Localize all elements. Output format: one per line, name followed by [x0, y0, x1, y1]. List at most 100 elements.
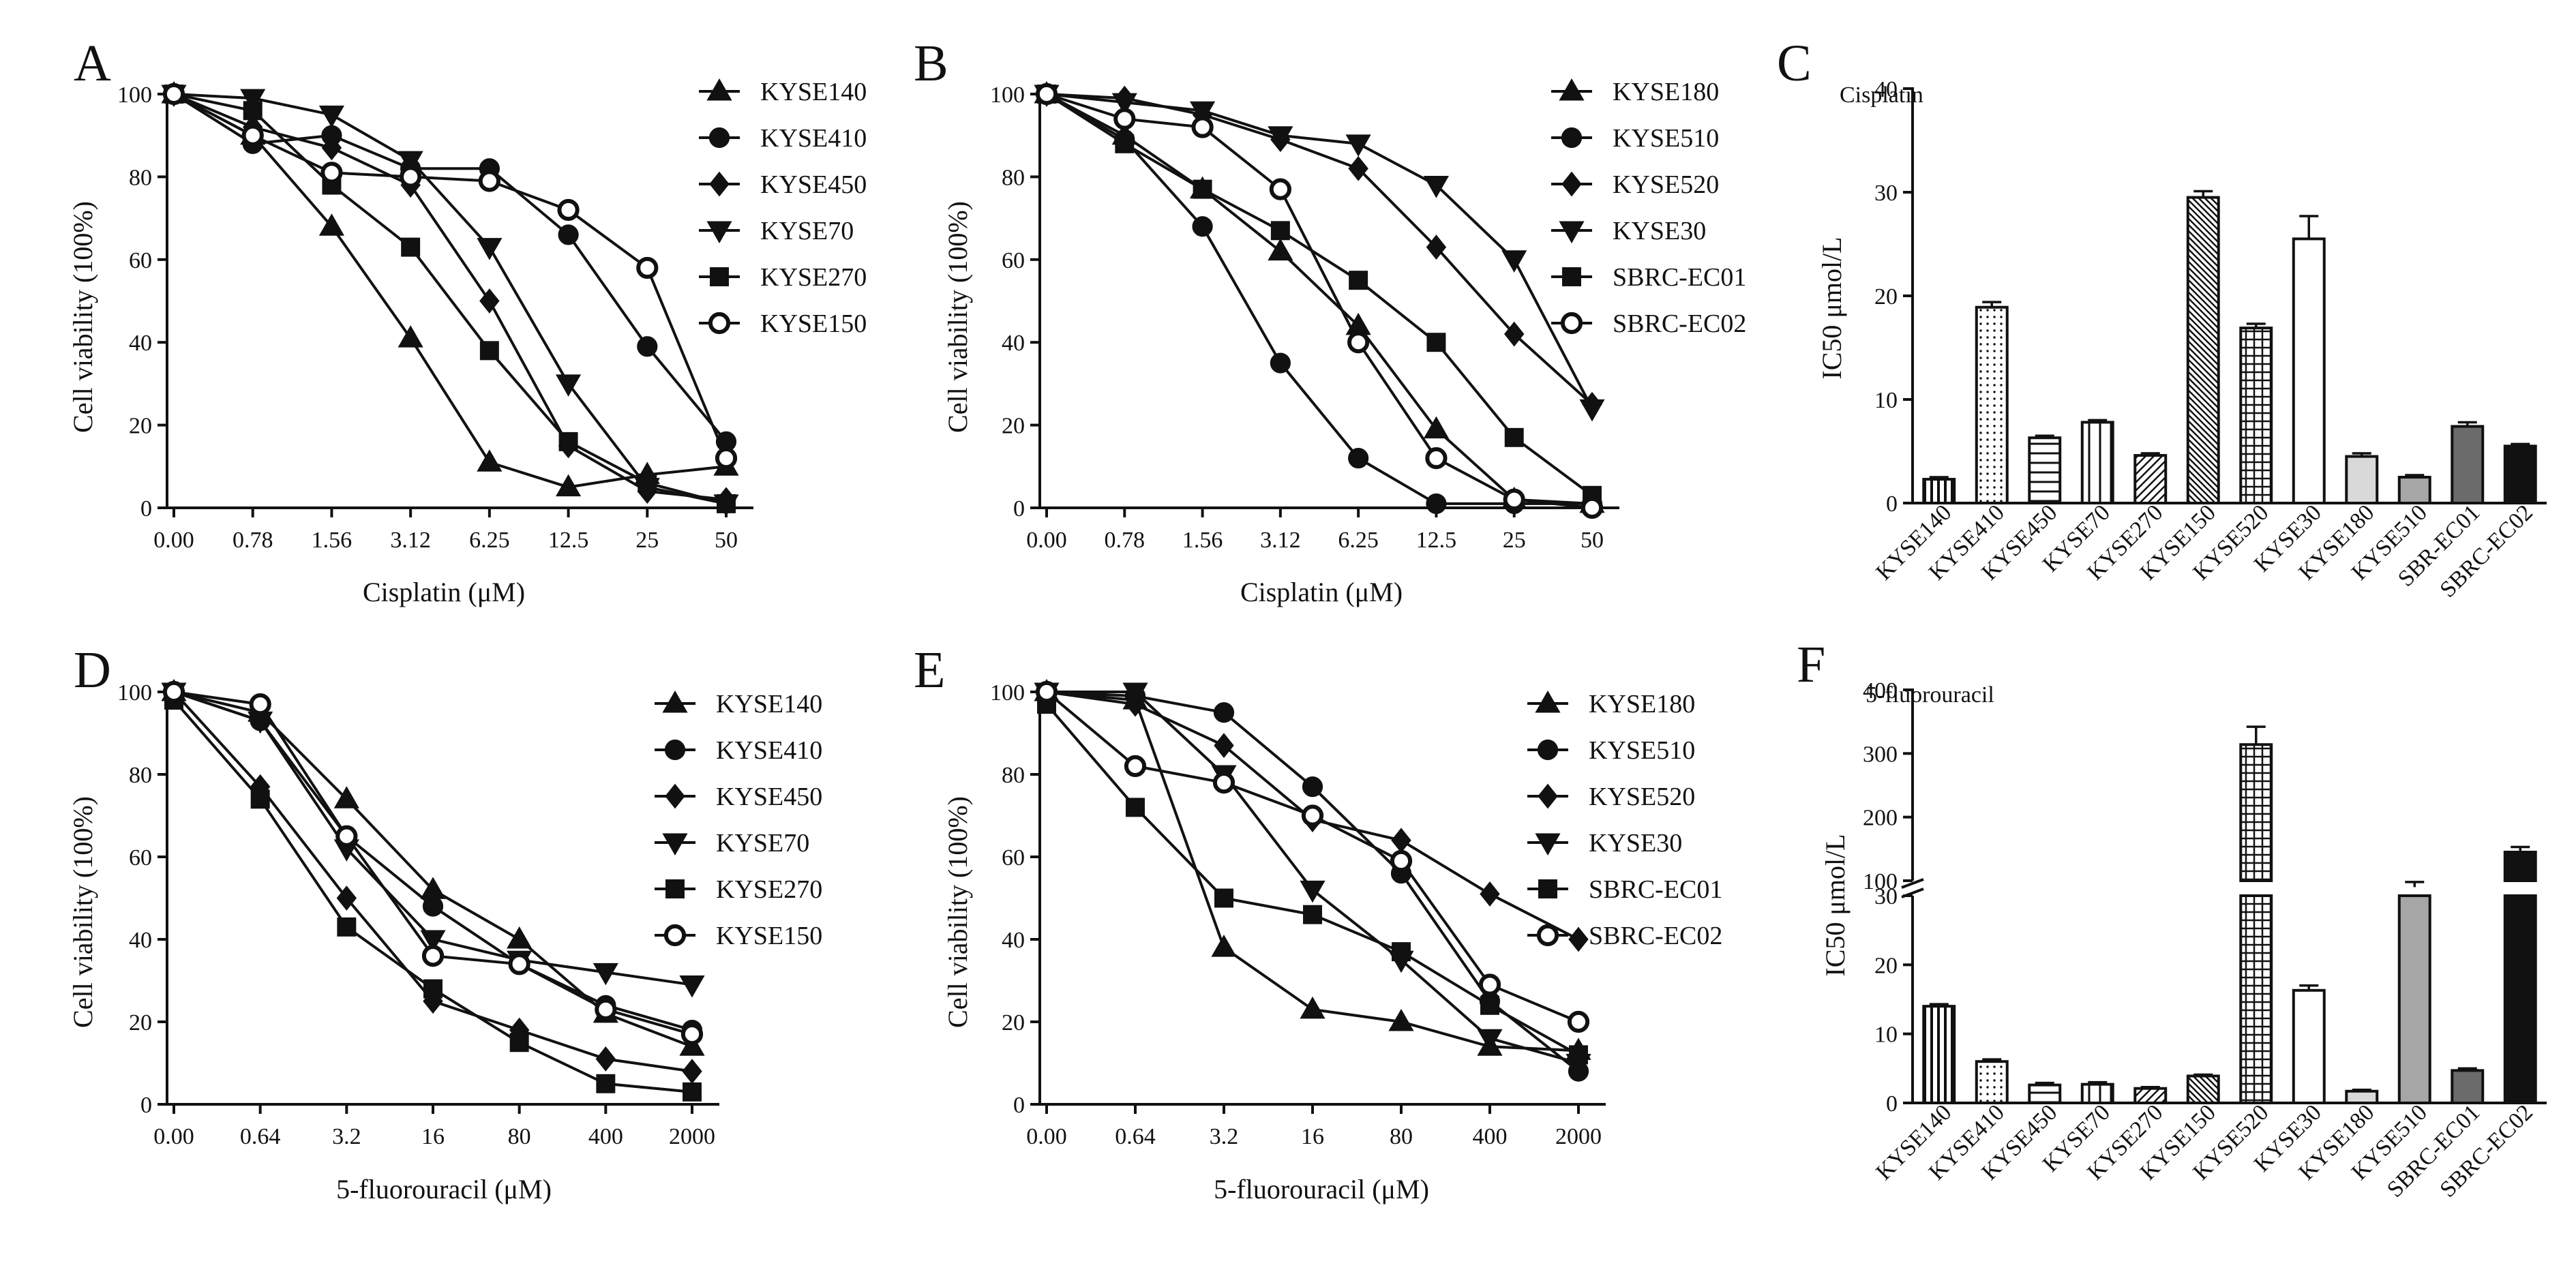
error-bar-sbrc-ec02: [2511, 845, 2530, 852]
data-point-kyse270: [558, 431, 578, 451]
error-bar-kyse270: [2140, 452, 2160, 456]
data-point-kyse30: [1300, 880, 1326, 903]
data-point-sbrc-ec01: [1426, 333, 1446, 352]
data-point-kyse450: [595, 1046, 616, 1072]
bar-kyse30: [2292, 984, 2326, 1104]
panel-e-xtick-label: 80: [1390, 1124, 1413, 1149]
panel-b-xtick-label: 12.5: [1416, 528, 1457, 553]
legend-item-kyse520: KYSE520: [1527, 783, 1695, 811]
legend-item-kyse510: KYSE510: [1551, 124, 1719, 153]
data-point-kyse520: [1348, 155, 1368, 181]
legend-item-kyse140: KYSE140: [655, 690, 822, 718]
data-point-sbrc-ec01: [1193, 179, 1212, 199]
legend-item-sbrc-ec02: SBRC-EC02: [1527, 922, 1722, 950]
bar-kyse150: [2186, 196, 2220, 504]
panel-f-ytick-label: 200: [1863, 806, 1898, 831]
series-kyse520-line: [1046, 93, 1593, 406]
panel-e-ytick-label: 80: [1002, 763, 1025, 788]
panel-D-legend: KYSE140 KYSE410 KYSE450 KYSE70 KYSE270 KYSE15…: [655, 690, 822, 950]
data-point-kyse30: [1579, 399, 1605, 422]
legend-item-kyse510: KYSE510: [1527, 736, 1695, 765]
panel-b-xtick-label: 6.25: [1338, 528, 1379, 553]
data-point-kyse140: [318, 213, 345, 236]
legend-item-kyse180: KYSE180: [1551, 78, 1719, 106]
panel-b-xtick-label: 50: [1581, 528, 1604, 553]
bar-segment: [1922, 1005, 1956, 1104]
data-point-kyse410: [558, 224, 579, 245]
data-point-sbrc-ec02: [1581, 496, 1604, 519]
legend-label: KYSE450: [716, 783, 822, 811]
legend-label: KYSE410: [716, 736, 822, 765]
panel-e-xtick-label: 0.64: [1115, 1124, 1156, 1149]
data-point-kyse70: [420, 930, 446, 953]
data-point-sbrc-ec01: [1270, 221, 1290, 241]
legend-marker: [662, 690, 688, 713]
legend-label: KYSE180: [1589, 690, 1695, 718]
bar-segment-upper: [2239, 743, 2273, 883]
data-point-sbrc-ec02: [1390, 849, 1413, 873]
legend-marker: [663, 924, 687, 947]
panel-f-ytick-label: 400: [1863, 678, 1898, 703]
bar-kyse520: [2239, 725, 2273, 1104]
panel-E: E Cell viability (100%) 5-fluorouracil (…: [914, 641, 1722, 1205]
data-point-kyse150: [241, 124, 264, 147]
legend-item-kyse140: KYSE140: [699, 78, 867, 106]
panel-e-ytick-label: 100: [990, 680, 1025, 706]
data-point-sbrc-ec01: [1303, 905, 1322, 924]
data-point-kyse140: [398, 325, 423, 348]
legend-marker: [706, 221, 732, 244]
legend-item-kyse180: KYSE180: [1527, 690, 1695, 718]
panel-b-xtick-label: 3.12: [1260, 528, 1301, 553]
data-point-kyse150: [478, 170, 500, 192]
panel-E-ylabel: Cell viability (100%): [942, 796, 973, 1028]
data-point-kyse450: [682, 1059, 702, 1085]
data-point-kyse140: [333, 786, 359, 808]
legend-marker: [1562, 267, 1581, 286]
error-bar-kyse30: [2299, 215, 2319, 239]
error-bar-kyse140: [1929, 476, 1949, 480]
legend-label: KYSE510: [1613, 124, 1719, 153]
data-point-kyse180: [1388, 1008, 1414, 1031]
legend-label: KYSE450: [760, 170, 867, 199]
data-point-kyse520: [1426, 234, 1447, 260]
panel-d-ytick-label: 80: [129, 763, 152, 788]
panel-letter-C: C: [1777, 35, 1812, 92]
bar-kyse140: [1922, 1003, 1956, 1104]
panel-A: A Cell viability (100%) Cisplatin (μM) 0…: [68, 35, 867, 607]
legend-item-sbrc-ec01: SBRC-EC01: [1527, 875, 1722, 904]
data-point-kyse270: [596, 1074, 616, 1093]
bar-kyse410: [1975, 305, 2009, 504]
series-kyse510-line: [1045, 93, 1592, 505]
panel-F-ylabel: IC50 μmol/L: [1820, 834, 1851, 976]
legend-label: KYSE140: [716, 690, 822, 718]
legend-label: KYSE30: [1589, 829, 1682, 858]
legend-marker: [1535, 690, 1561, 713]
data-point-kyse510: [1213, 702, 1235, 723]
data-point-kyse140: [477, 449, 503, 472]
bar-kyse150: [2186, 1073, 2220, 1104]
panel-D-xlabel: 5-fluorouracil (μM): [336, 1174, 552, 1205]
bar-segment: [2028, 1083, 2062, 1104]
data-point-kyse270: [401, 237, 421, 257]
legend-item-kyse270: KYSE270: [699, 263, 867, 292]
panel-f-ytick-label: 30: [1874, 884, 1898, 909]
legend-marker: [1538, 783, 1558, 809]
data-point-kyse270: [423, 979, 443, 999]
bar-kyse450: [2028, 436, 2062, 504]
data-point-kyse270: [683, 1082, 702, 1102]
error-bar-kyse520: [2246, 322, 2266, 329]
data-point-kyse520: [1568, 926, 1589, 952]
panel-c-ytick-label: 10: [1874, 388, 1898, 413]
data-point-kyse510: [1192, 216, 1213, 237]
data-point-sbrc-ec02: [1269, 178, 1291, 200]
panel-d-xtick-label: 16: [421, 1124, 445, 1149]
data-point-kyse270: [250, 789, 270, 809]
panel-F-plot-area: 0102030100200300400KYSE140KYSE410KYSE450…: [1863, 678, 2547, 1202]
panel-b-ytick-label: 100: [990, 82, 1025, 108]
panel-f-ytick-label: 100: [1863, 869, 1898, 894]
data-point-kyse30: [1477, 1029, 1503, 1052]
panel-letter-D: D: [74, 641, 111, 699]
data-point-kyse510: [1270, 352, 1291, 374]
legend-marker: [708, 312, 731, 335]
panel-d-ytick-label: 40: [129, 928, 152, 953]
